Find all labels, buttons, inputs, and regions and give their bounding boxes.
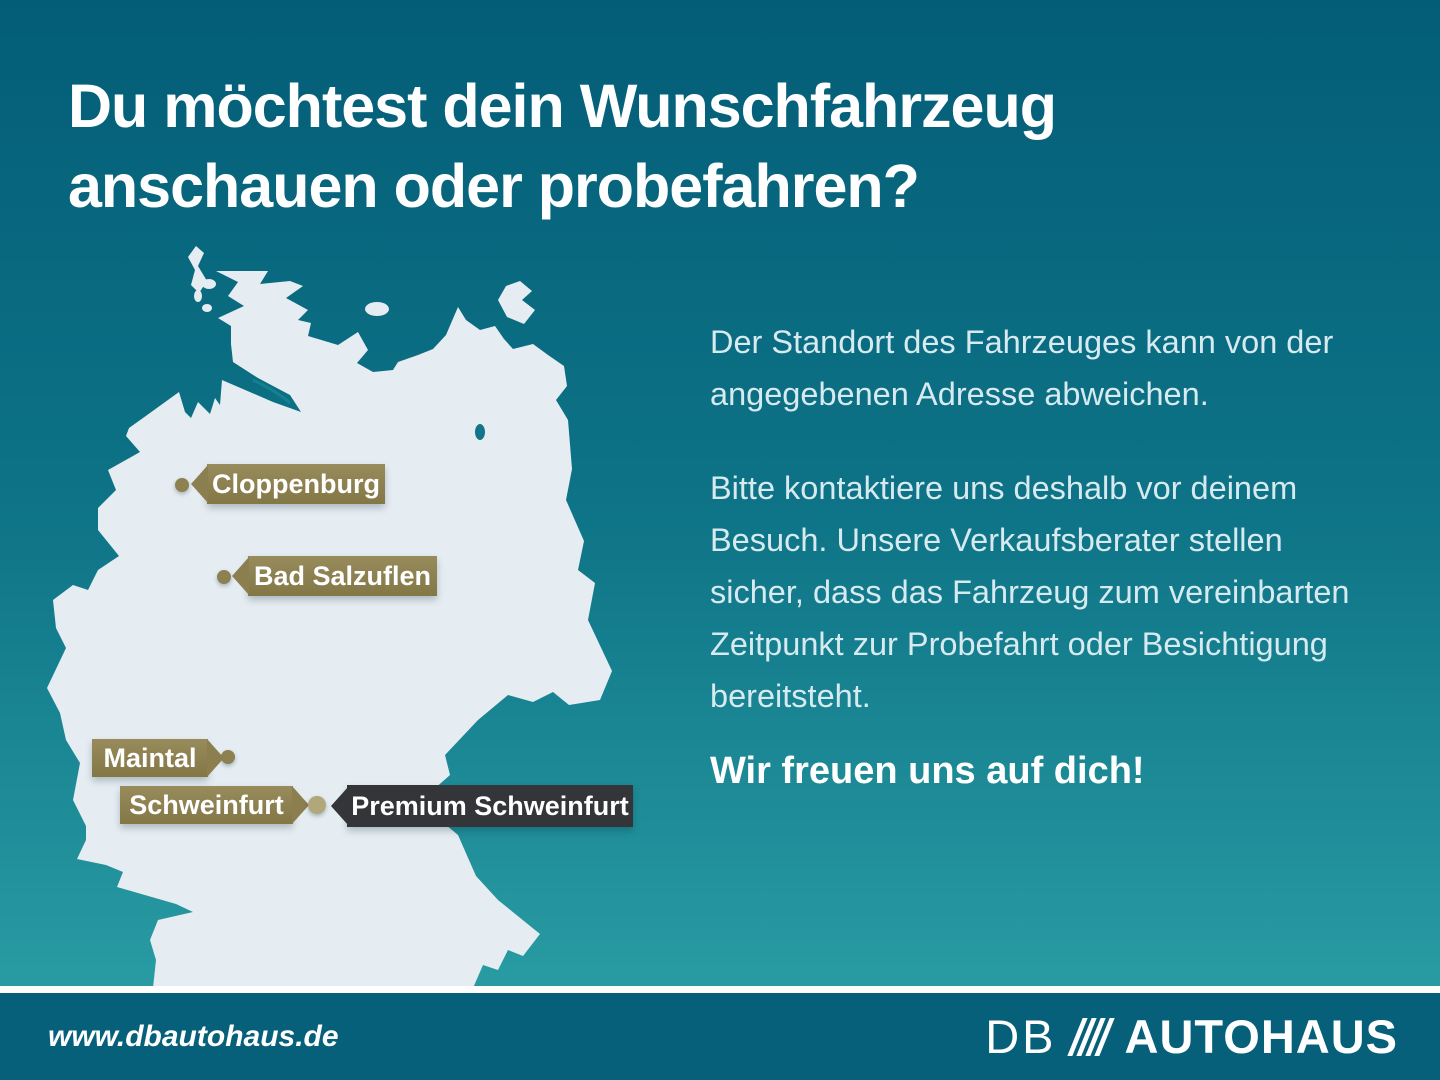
pointer-left-icon <box>232 557 249 595</box>
info-paragraph-1: Der Standort des Fahrzeuges kann von der… <box>710 316 1370 420</box>
info-paragraph-2: Bitte kontaktiere uns deshalb vor deinem… <box>710 462 1370 722</box>
island-ruegen <box>498 281 535 324</box>
island-pellworm <box>202 304 212 312</box>
info-column: Der Standort des Fahrzeuges kann von der… <box>710 316 1370 793</box>
map-label-bad-salzuflen: Bad Salzuflen <box>232 556 437 596</box>
cta-text: Wir freuen uns auf dich! <box>710 750 1145 792</box>
location-dot-bad-salzuflen <box>217 570 231 584</box>
info-line: bereitsteht. <box>710 678 871 714</box>
info-line: sicher, dass das Fahrzeug zum vereinbart… <box>710 574 1350 610</box>
info-line: Zeitpunkt zur Probefahrt oder Besichtigu… <box>710 626 1328 662</box>
island-foehr <box>202 279 216 289</box>
location-label: Bad Salzuflen <box>253 560 432 591</box>
footer-bar: www.dbautohaus.de DB AUTOHAUS <box>0 993 1440 1080</box>
island-amrum <box>194 290 202 302</box>
pointer-left-icon <box>191 465 208 503</box>
map-label-schweinfurt: Schweinfurt <box>120 786 309 824</box>
germany-outline <box>47 271 612 988</box>
lake-mueritz <box>475 424 485 440</box>
logo-autohaus-text: AUTOHAUS <box>1124 1010 1398 1063</box>
map-label-premium-schweinfurt: Premium Schweinfurt <box>331 785 633 827</box>
separator-line <box>0 986 1440 993</box>
island-fehmarn <box>365 302 389 316</box>
logo-db-text: DB <box>985 1010 1057 1063</box>
pointer-right-icon <box>207 739 224 777</box>
location-dot-cloppenburg <box>175 478 189 492</box>
germany-silhouette <box>47 246 612 988</box>
info-line: Der Standort des Fahrzeuges kann von der <box>710 324 1334 360</box>
page-title: Du möchtest dein Wunschfahrzeug anschaue… <box>68 66 1057 226</box>
website-link[interactable]: www.dbautohaus.de <box>48 1019 339 1053</box>
db-autohaus-logo: DB AUTOHAUS <box>985 1009 1398 1064</box>
location-label: Cloppenburg <box>212 468 380 499</box>
map-label-cloppenburg: Cloppenburg <box>191 464 385 504</box>
logo-stripes-icon <box>1066 1017 1114 1056</box>
location-label: Premium Schweinfurt <box>351 790 629 821</box>
info-line: angegebenen Adresse abweichen. <box>710 376 1209 412</box>
pointer-right-icon <box>292 786 309 824</box>
elbe-river <box>252 378 292 405</box>
headline-line-1: Du möchtest dein Wunschfahrzeug <box>68 72 1057 140</box>
info-line: Bitte kontaktiere uns deshalb vor deinem <box>710 470 1298 506</box>
info-line: Besuch. Unsere Verkaufsberater stellen <box>710 522 1283 558</box>
germany-map <box>28 240 668 988</box>
location-dot-schweinfurt <box>308 796 326 814</box>
island-sylt <box>188 246 207 293</box>
headline-line-2: anschauen oder probefahren? <box>68 152 920 220</box>
map-label-maintal: Maintal <box>92 739 224 777</box>
location-dot-maintal <box>221 750 235 764</box>
pointer-left-icon <box>331 787 348 825</box>
location-label: Schweinfurt <box>129 789 284 820</box>
location-label: Maintal <box>103 742 197 773</box>
